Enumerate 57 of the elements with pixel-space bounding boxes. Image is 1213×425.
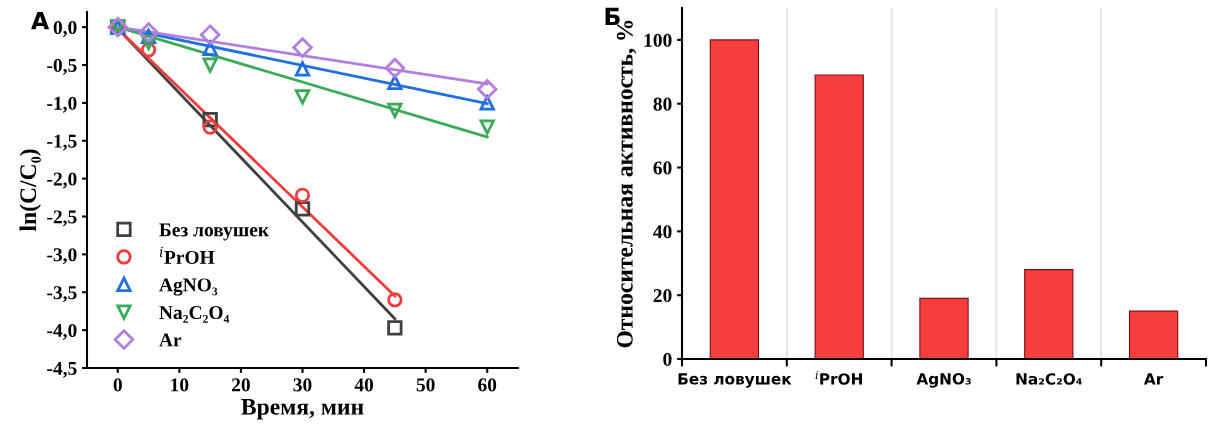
y-tick-label: 40 (653, 225, 672, 239)
point (294, 89, 311, 107)
x-tick-label: Без ловушек (678, 373, 792, 388)
y-tick-label: -2,5 (47, 210, 77, 227)
y-tick-label: 0 (663, 352, 672, 366)
point (292, 37, 313, 58)
point (294, 61, 311, 77)
point (387, 320, 403, 336)
y-tick-label: -1,5 (47, 134, 77, 151)
point (138, 22, 159, 43)
y-tick-label: -0,5 (47, 58, 77, 75)
x-tick-label: 50 (416, 378, 435, 392)
chart-title: А (31, 11, 50, 30)
x-tick-label: 30 (293, 378, 312, 392)
y-tick-label: -4,5 (47, 361, 77, 378)
bar (814, 74, 864, 359)
x-tick-label: 10 (171, 378, 189, 392)
point (294, 187, 311, 203)
y-tick-label: 60 (653, 161, 672, 175)
x-tick-label: 0 (113, 378, 122, 392)
point (479, 119, 495, 135)
y-tick-label: 0,0 (53, 20, 77, 37)
x-tick-label: AgNO₃ (916, 373, 971, 388)
y-tick-label: -3,5 (47, 286, 77, 303)
point (199, 24, 221, 45)
x-tick-label: 20 (232, 378, 250, 392)
x-tick-label: Na₂C₂O₄ (1016, 373, 1082, 385)
y-tick-label: 100 (644, 33, 672, 47)
x-tick-label: 40 (354, 378, 374, 392)
bar (709, 39, 760, 359)
bar (919, 297, 969, 359)
x-tick-label: 60 (478, 378, 497, 392)
legend-label: Na₂C₂O₄ (159, 306, 230, 323)
point (202, 119, 218, 135)
point (384, 57, 406, 79)
x-axis-title: Время, мин (241, 399, 364, 420)
y-tick-label: -4,0 (47, 323, 77, 340)
legend-label: $^{i}$PrOH (159, 246, 215, 264)
point (202, 40, 218, 56)
x-tick-label: Ar (1144, 373, 1164, 385)
point (476, 79, 498, 100)
bar (1024, 269, 1074, 359)
y-tick-label: -2,0 (47, 172, 77, 189)
y-tick-label: -1,0 (47, 96, 77, 113)
y-tick-label: 20 (653, 289, 672, 303)
y-tick-label: -3,0 (47, 248, 77, 265)
point (387, 292, 403, 308)
x-tick-label: $^{i}$PrOH (815, 371, 862, 385)
bar (1128, 310, 1179, 359)
point (387, 74, 403, 91)
legend-label: Без ловушек (159, 223, 270, 241)
y-axis-title: ln(C/C₀) (19, 149, 41, 232)
y-tick-label: 80 (653, 97, 672, 111)
legend-label: AgNO₃ (159, 278, 218, 296)
point (202, 57, 218, 73)
legend-label: Ar (159, 333, 182, 347)
point (387, 102, 403, 119)
